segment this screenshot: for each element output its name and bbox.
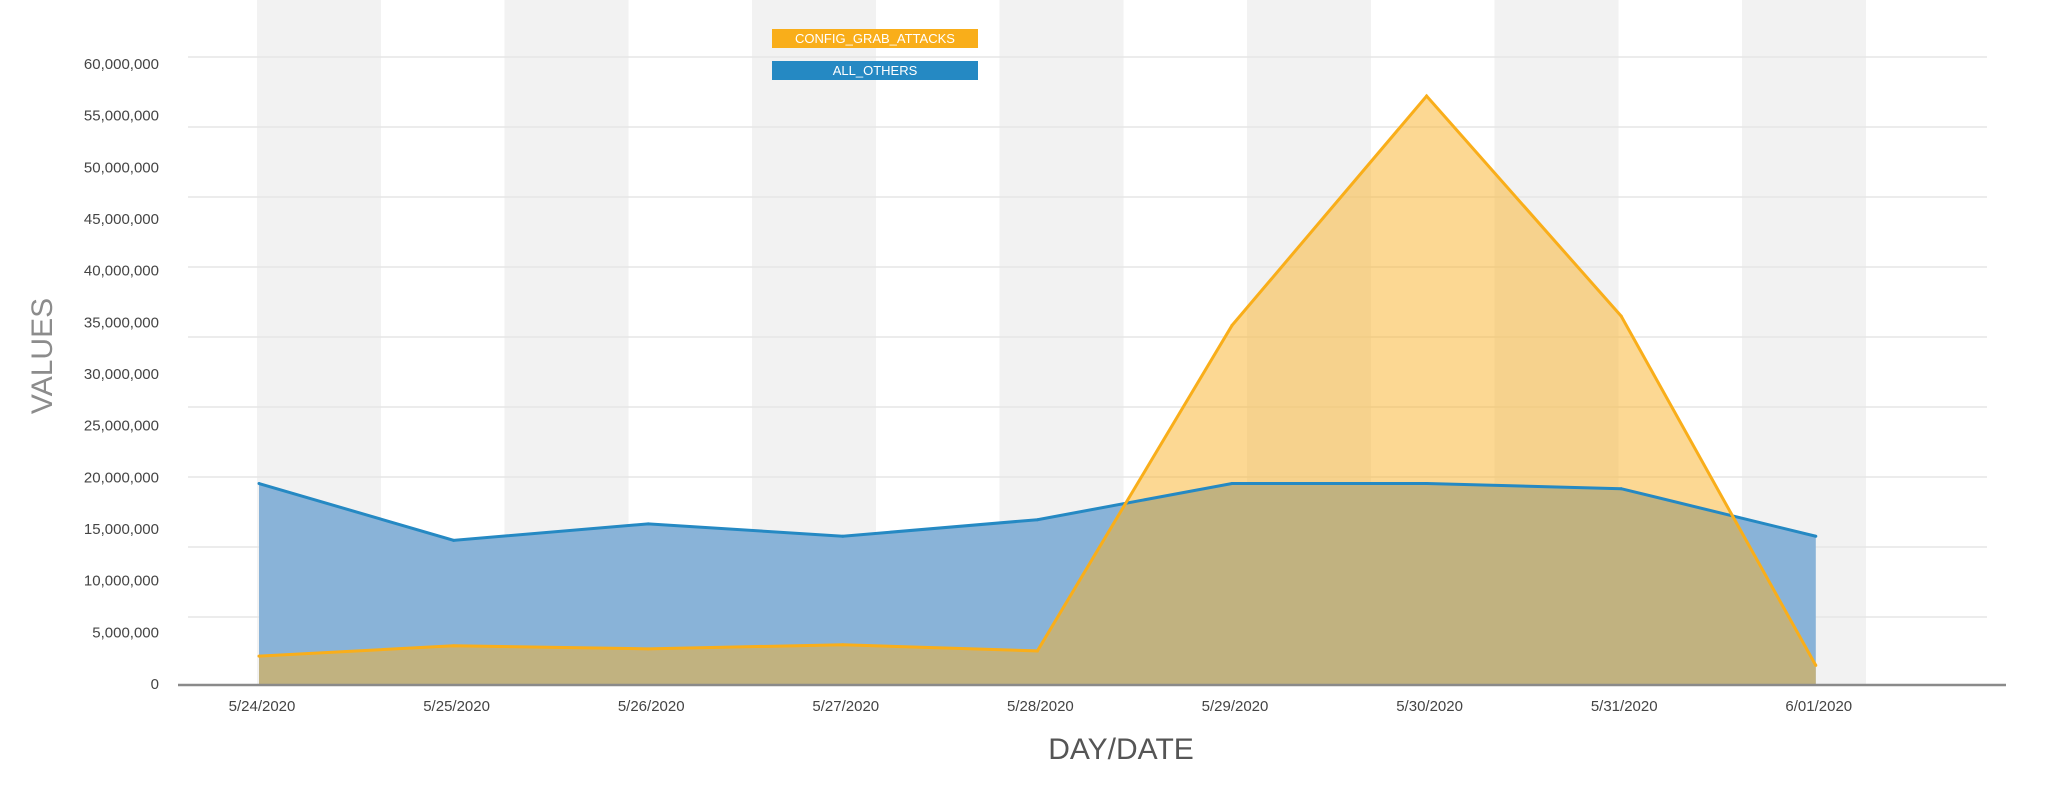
x-tick-label: 5/28/2020	[1007, 698, 1074, 715]
y-tick-label: 30,000,000	[84, 366, 159, 383]
data-point	[1619, 487, 1623, 491]
data-point	[257, 654, 261, 658]
data-point	[646, 522, 650, 526]
series-lines	[257, 93, 1818, 667]
y-axis-label: VALUES	[26, 298, 59, 414]
y-tick-label: 20,000,000	[84, 469, 159, 486]
data-point	[841, 534, 845, 538]
y-tick-label: 40,000,000	[84, 263, 159, 280]
y-tick-label: 10,000,000	[84, 573, 159, 590]
data-point	[1814, 663, 1818, 667]
x-tick-label: 6/01/2020	[1785, 698, 1852, 715]
data-point	[257, 482, 261, 486]
series-areas	[259, 96, 1816, 685]
legend-swatch	[772, 61, 978, 80]
y-tick-label: 25,000,000	[84, 418, 159, 435]
y-tick-label: 60,000,000	[84, 56, 159, 73]
y-tick-label: 50,000,000	[84, 159, 159, 176]
data-point	[1035, 649, 1039, 653]
y-tick-label: 45,000,000	[84, 211, 159, 228]
data-point	[1425, 94, 1429, 98]
data-point	[1230, 323, 1234, 327]
legend-swatch	[772, 29, 978, 48]
x-tick-label: 5/30/2020	[1396, 698, 1463, 715]
legend: CONFIG_GRAB_ATTACKS ALL_OTHERS	[772, 29, 978, 80]
data-point	[1814, 534, 1818, 538]
data-point	[1619, 314, 1623, 318]
x-tick-label: 5/24/2020	[229, 698, 296, 715]
legend-label: CONFIG_GRAB_ATTACKS	[795, 31, 955, 46]
data-point	[452, 644, 456, 648]
y-tick-labels: 0 5,000,000 10,000,000 15,000,000 20,000,000…	[84, 56, 159, 693]
area-config-grab-attacks	[259, 96, 1816, 685]
x-axis-label: DAY/DATE	[1048, 733, 1194, 766]
x-tick-label: 5/26/2020	[618, 698, 685, 715]
x-tick-label: 5/31/2020	[1591, 698, 1658, 715]
x-tick-label: 5/29/2020	[1202, 698, 1269, 715]
data-point	[1035, 518, 1039, 522]
x-tick-label: 5/25/2020	[423, 698, 490, 715]
y-tick-label: 35,000,000	[84, 314, 159, 331]
data-point	[1230, 482, 1234, 486]
x-tick-labels: 5/24/2020 5/25/2020 5/26/2020 5/27/2020 5/28…	[229, 698, 1853, 715]
data-point	[1425, 482, 1429, 486]
data-point	[646, 647, 650, 651]
data-point	[841, 643, 845, 647]
legend-label: ALL_OTHERS	[833, 63, 918, 78]
y-tick-label: 55,000,000	[84, 108, 159, 125]
y-tick-label: 0	[151, 676, 159, 693]
y-tick-label: 15,000,000	[84, 521, 159, 538]
x-tick-label: 5/27/2020	[812, 698, 879, 715]
data-point	[452, 538, 456, 542]
y-tick-label: 5,000,000	[92, 624, 159, 641]
